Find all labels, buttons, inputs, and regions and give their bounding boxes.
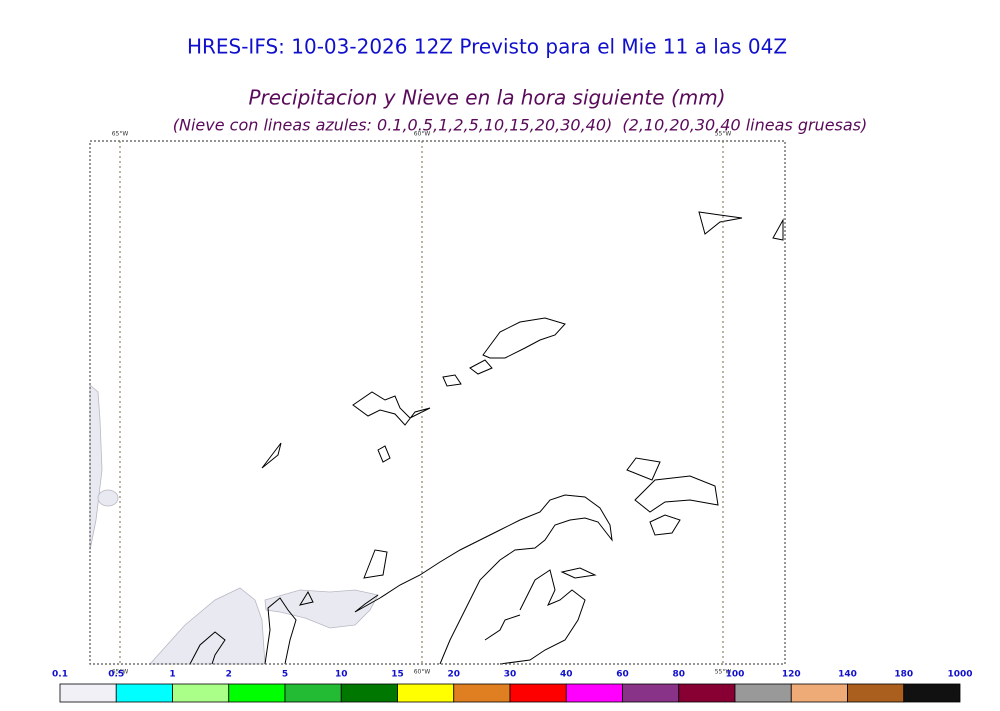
coastline [354, 494, 613, 665]
colorbar-box [790, 683, 848, 703]
colorbar-label: 1 [169, 670, 175, 680]
colorbar-box [284, 683, 342, 703]
coastline [261, 442, 391, 579]
map [89, 140, 786, 665]
colorbar-label: 60 [616, 670, 629, 680]
snow-area [264, 589, 379, 629]
colorbar-label: 5 [282, 670, 288, 680]
colorbar-label: 30 [504, 670, 517, 680]
coastline [484, 567, 597, 665]
coastline [189, 590, 314, 665]
colorbar-label: 15 [391, 670, 404, 680]
coastline [482, 317, 566, 359]
meridian-label: 55°W [715, 131, 732, 138]
title: HRES-IFS: 10-03-2026 12Z Previsto para e… [187, 35, 787, 59]
snow-area [149, 587, 266, 665]
subtitle: Precipitacion y Nieve en la hora siguien… [248, 86, 725, 110]
colorbar-label: 100 [726, 670, 745, 680]
colorbar-label: 120 [782, 670, 801, 680]
colorbar-label: 0.1 [52, 670, 68, 680]
colorbar-label: 2 [226, 670, 232, 680]
colorbar-label: 40 [560, 670, 573, 680]
colorbar-box [228, 683, 286, 703]
colorbar-label: 20 [447, 670, 460, 680]
colorbar-box [847, 683, 905, 703]
meridian-label: 60°W [414, 131, 431, 138]
colorbar-box [509, 683, 567, 703]
coastline [698, 211, 784, 241]
meridian-label: 65°W [112, 131, 129, 138]
colorbar-box [678, 683, 736, 703]
colorbar-label: 140 [838, 670, 857, 680]
coastline [352, 391, 431, 426]
coastline [626, 457, 719, 536]
meridian-label: 65°W [112, 669, 129, 676]
map-frame [89, 140, 786, 665]
snow-area [97, 489, 119, 507]
colorbar-box [734, 683, 792, 703]
colorbar-box [397, 683, 455, 703]
colorbar-box [172, 683, 230, 703]
colorbar-box [340, 683, 398, 703]
colorbar-box [115, 683, 173, 703]
meridian-label: 55°W [715, 669, 732, 676]
note: (Nieve con lineas azules: 0.1,0.5,1,2,5,… [173, 116, 868, 135]
colorbar-box [453, 683, 511, 703]
colorbar-label: 1000 [947, 670, 972, 680]
colorbar-box [59, 683, 117, 703]
snow-area [89, 384, 103, 551]
colorbar-box [565, 683, 623, 703]
colorbar-box [903, 683, 961, 703]
coastline [442, 359, 493, 387]
colorbar-label: 180 [894, 670, 913, 680]
meridian-label: 60°W [414, 669, 431, 676]
colorbar-label: 0.5 [108, 670, 124, 680]
colorbar-label: 10 [335, 670, 348, 680]
colorbar-label: 80 [672, 670, 685, 680]
colorbar-box [622, 683, 680, 703]
